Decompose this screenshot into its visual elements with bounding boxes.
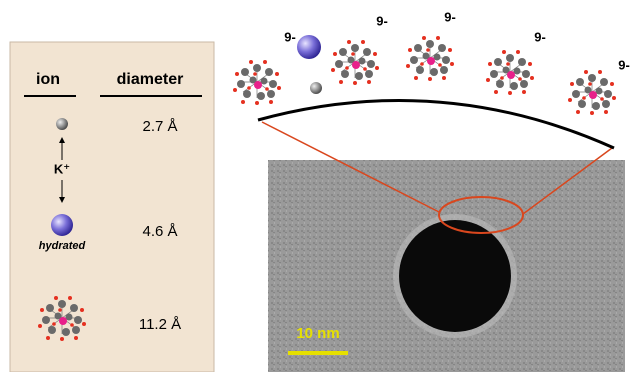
header-ion: ion — [36, 71, 60, 88]
charge-label: 9- — [444, 9, 456, 24]
hydrated-ion — [51, 214, 73, 236]
charge-label: 9- — [284, 29, 296, 44]
diameter-value: 2.7 Å — [142, 118, 177, 135]
table-panel — [10, 42, 214, 372]
particle — [399, 220, 511, 332]
charge-label: 9- — [376, 13, 388, 28]
charge-label: 9- — [618, 57, 630, 72]
scale-label: 10 nm — [296, 325, 339, 342]
ion-label: K⁺ — [54, 161, 70, 176]
k-ion — [310, 82, 322, 94]
hydrated-ion — [297, 35, 321, 59]
k-ion — [56, 118, 68, 130]
diameter-value: 11.2 Å — [139, 316, 181, 333]
cluster — [233, 60, 281, 105]
surface-arc — [258, 100, 614, 148]
cluster — [568, 70, 616, 115]
page: {"table": {"header": ["ion", "diameter"]… — [0, 0, 636, 372]
charge-label: 9- — [534, 29, 546, 44]
cluster — [486, 50, 534, 95]
diameter-value: 4.6 Å — [142, 223, 177, 240]
cluster — [406, 36, 454, 81]
figure: ion diameter 2.7 Å K⁺ hydrated 4.6 Å 11.… — [0, 0, 636, 372]
header-diameter: diameter — [117, 71, 184, 88]
cluster — [331, 40, 379, 85]
hydrated-label: hydrated — [39, 240, 86, 252]
